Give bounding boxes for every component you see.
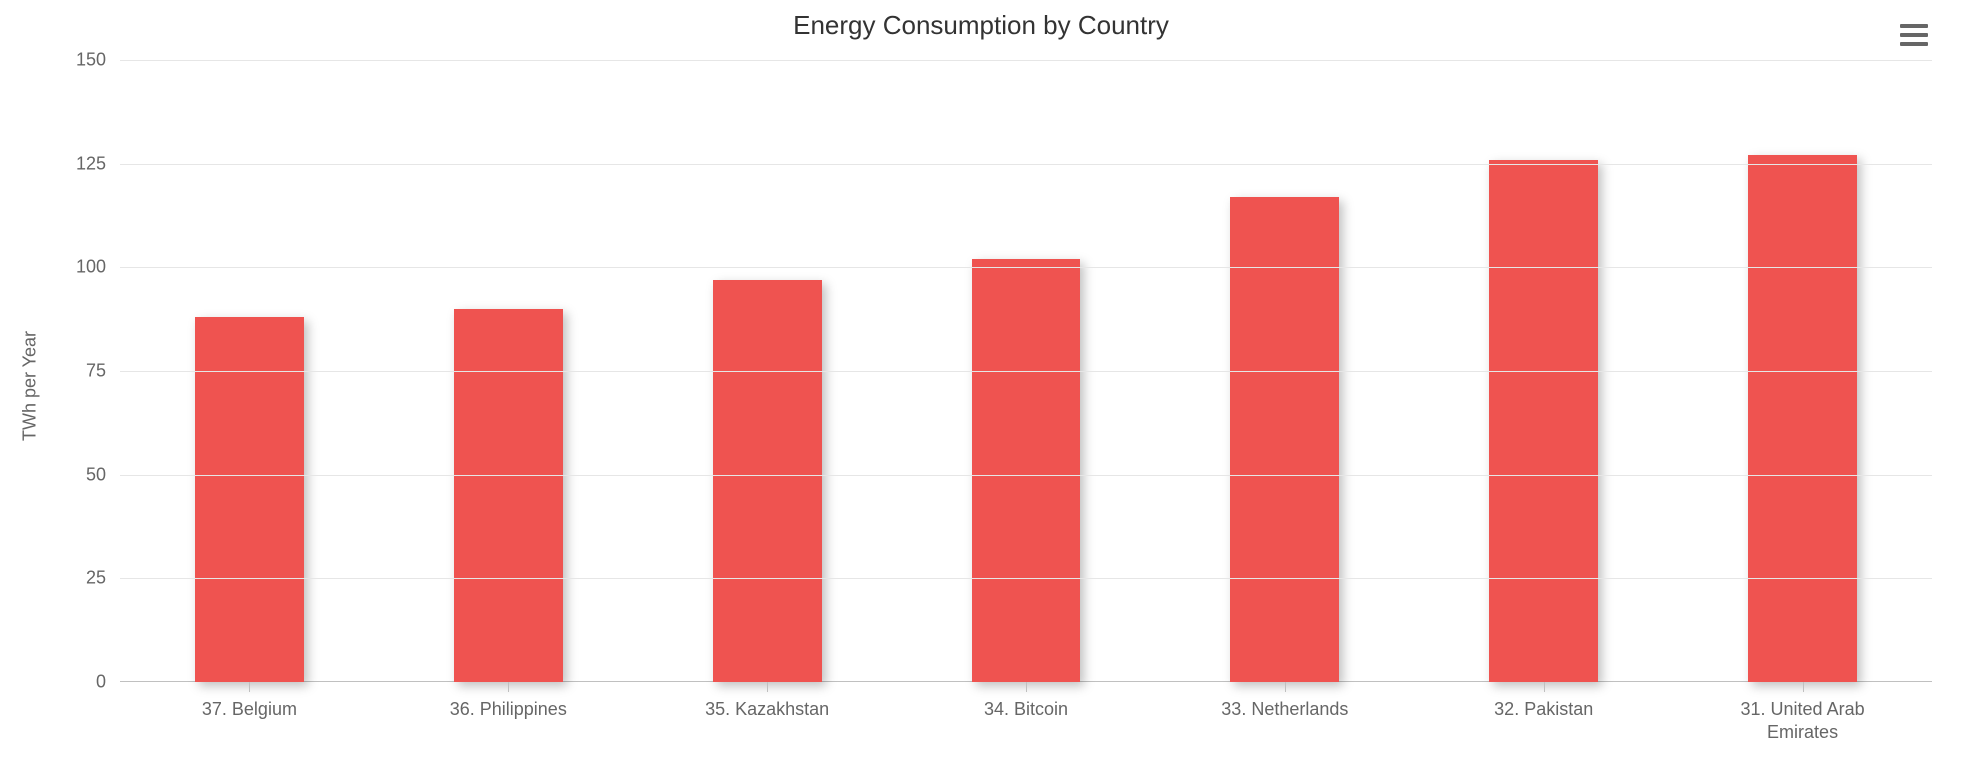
x-tick-label: 31. United Arab Emirates	[1738, 682, 1867, 743]
x-tick-label: 35. Kazakhstan	[705, 682, 829, 721]
x-tick-label: 32. Pakistan	[1494, 682, 1593, 721]
x-tick-label: 37. Belgium	[202, 682, 297, 721]
gridline	[120, 578, 1932, 579]
bar[interactable]	[1748, 155, 1857, 682]
bar[interactable]	[1230, 197, 1339, 682]
x-tick-label: 33. Netherlands	[1221, 682, 1348, 721]
bar[interactable]	[1489, 160, 1598, 682]
gridline	[120, 60, 1932, 61]
hamburger-menu-icon[interactable]	[1900, 24, 1928, 46]
y-tick-label: 75	[86, 361, 120, 382]
bar[interactable]	[454, 309, 563, 682]
y-axis-title: TWh per Year	[20, 331, 41, 441]
gridline	[120, 164, 1932, 165]
gridline	[120, 267, 1932, 268]
y-tick-label: 25	[86, 568, 120, 589]
x-tick-label: 36. Philippines	[450, 682, 567, 721]
energy-consumption-chart: Energy Consumption by Country TWh per Ye…	[0, 0, 1962, 772]
y-tick-label: 50	[86, 464, 120, 485]
x-tick-label: 34. Bitcoin	[984, 682, 1068, 721]
y-tick-label: 150	[76, 50, 120, 71]
gridline	[120, 475, 1932, 476]
bar[interactable]	[713, 280, 822, 682]
plot-area: 025507510012515037. Belgium36. Philippin…	[120, 60, 1932, 682]
chart-title: Energy Consumption by Country	[0, 10, 1962, 41]
y-tick-label: 100	[76, 257, 120, 278]
bar[interactable]	[972, 259, 1081, 682]
gridline	[120, 371, 1932, 372]
y-tick-label: 0	[96, 672, 120, 693]
y-tick-label: 125	[76, 153, 120, 174]
